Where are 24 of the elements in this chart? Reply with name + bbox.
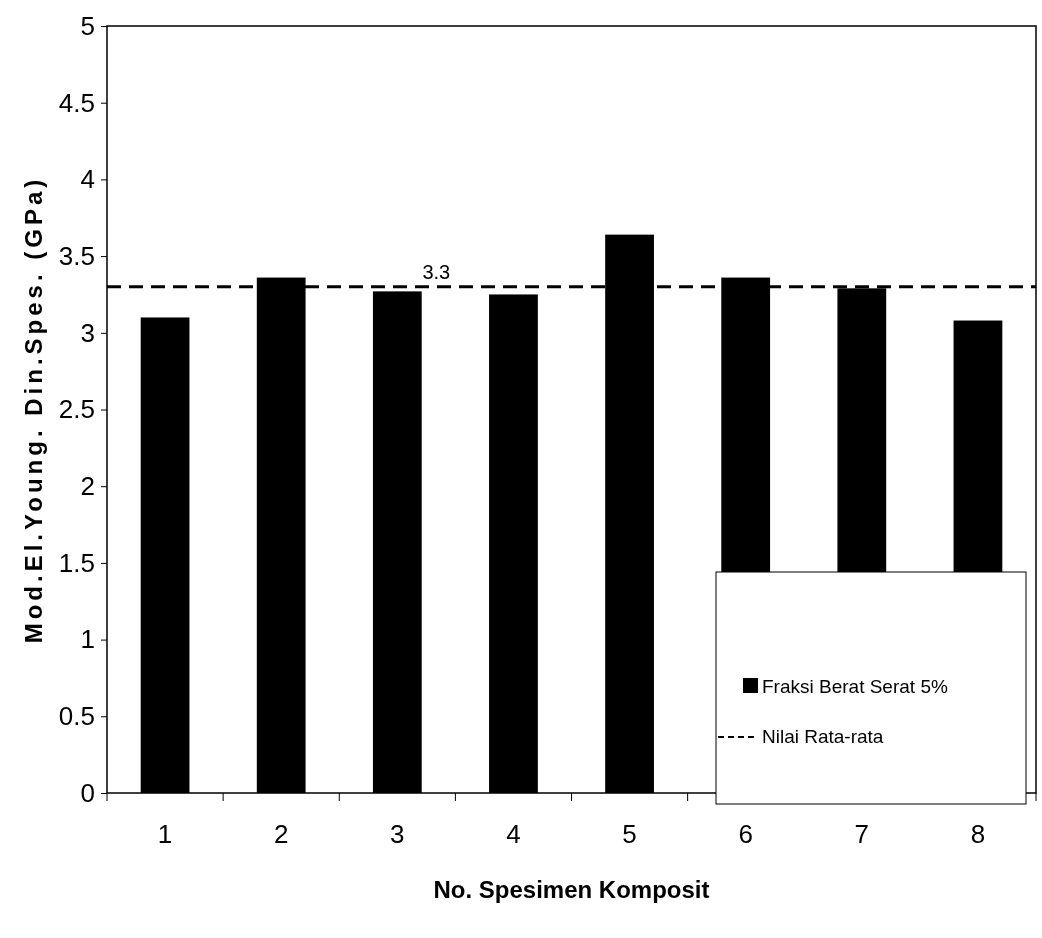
y-tick-label: 4.5 [58, 87, 95, 118]
legend-label: Nilai Rata-rata [762, 726, 884, 747]
x-tick-label: 5 [622, 819, 637, 849]
x-tick-label: 3 [390, 819, 405, 849]
y-tick-label: 2.5 [58, 394, 95, 425]
x-tick-label: 7 [854, 819, 870, 849]
annotation: 3.3 [422, 260, 451, 283]
x-tick-label: 8 [970, 819, 986, 849]
x-tick-label: 1 [157, 819, 173, 849]
y-tick-label: 1 [80, 624, 95, 655]
y-tick-label: 3 [80, 317, 95, 348]
y-tick-label: 0 [80, 777, 95, 808]
x-tick-label: 4 [506, 819, 521, 849]
y-tick-label: 3.5 [58, 240, 95, 271]
legend-label: Fraksi Berat Serat 5% [762, 676, 948, 697]
y-tick-label: 1.5 [58, 547, 95, 578]
y-tick-label: 4 [80, 164, 95, 195]
y-axis-title: Mod.El.Young. Din.Spes. (GPa) [20, 175, 47, 644]
y-tick-label: 2 [80, 471, 95, 502]
y-tick-label: 0.5 [58, 701, 95, 732]
x-axis-title: No. Spesimen Komposit [433, 876, 710, 903]
x-tick-label: 6 [738, 819, 753, 849]
y-tick-label: 5 [80, 10, 95, 41]
x-tick-label: 2 [273, 819, 289, 849]
